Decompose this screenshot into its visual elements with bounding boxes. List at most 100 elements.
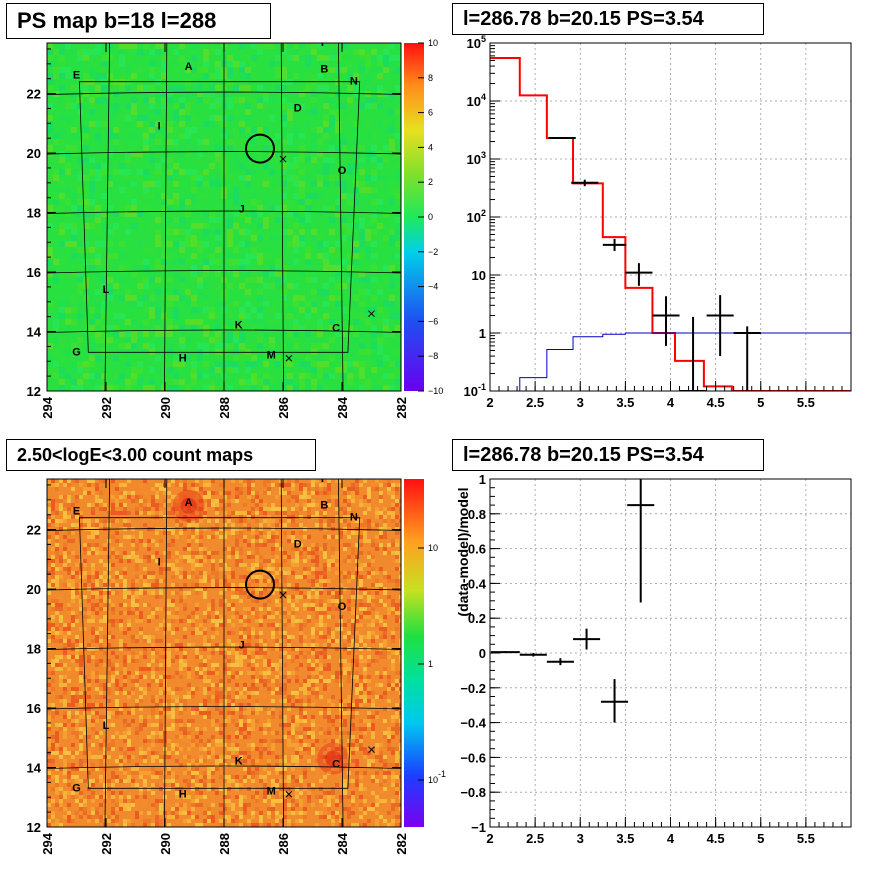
map-pixel	[343, 711, 347, 715]
map-pixel	[101, 151, 107, 157]
map-pixel	[329, 277, 335, 283]
map-pixel	[191, 307, 197, 313]
map-pixel	[243, 735, 247, 739]
map-pixel	[247, 711, 251, 715]
map-pixel	[125, 85, 131, 91]
map-pixel	[311, 699, 315, 703]
map-pixel	[263, 583, 267, 587]
map-pixel	[211, 567, 215, 571]
map-pixel	[329, 325, 335, 331]
map-pixel	[307, 507, 311, 511]
map-pixel	[307, 699, 311, 703]
map-pixel	[255, 563, 259, 567]
map-pixel	[251, 703, 255, 707]
map-pixel	[263, 379, 269, 385]
map-pixel	[47, 563, 51, 567]
map-pixel	[179, 555, 183, 559]
map-pixel	[143, 675, 147, 679]
map-pixel	[101, 61, 107, 67]
map-pixel	[359, 103, 365, 109]
map-pixel	[131, 691, 135, 695]
map-pixel	[347, 551, 351, 555]
map-pixel	[235, 587, 239, 591]
map-pixel	[67, 607, 71, 611]
map-pixel	[363, 695, 367, 699]
map-pixel	[239, 519, 243, 523]
map-pixel	[351, 503, 355, 507]
map-pixel	[125, 385, 131, 391]
map-pixel	[143, 145, 149, 151]
map-pixel	[185, 67, 191, 73]
map-pixel	[347, 635, 351, 639]
map-pixel	[323, 647, 327, 651]
map-pixel	[53, 49, 59, 55]
map-pixel	[175, 607, 179, 611]
map-pixel	[111, 551, 115, 555]
map-pixel	[167, 319, 173, 325]
map-pixel	[103, 687, 107, 691]
map-pixel	[239, 211, 245, 217]
map-pixel	[151, 707, 155, 711]
map-pixel	[87, 683, 91, 687]
map-pixel	[53, 229, 59, 235]
map-pixel	[399, 599, 401, 603]
map-pixel	[351, 519, 355, 523]
map-pixel	[387, 655, 391, 659]
map-pixel	[399, 483, 401, 487]
map-pixel	[245, 109, 251, 115]
map-pixel	[185, 151, 191, 157]
map-pixel	[227, 313, 233, 319]
map-pixel	[239, 587, 243, 591]
map-pixel	[275, 511, 279, 515]
map-pixel	[191, 265, 197, 271]
map-pixel	[315, 511, 319, 515]
map-pixel	[149, 247, 155, 253]
map-pixel	[245, 217, 251, 223]
map-pixel	[359, 175, 365, 181]
map-pixel	[71, 301, 77, 307]
map-pixel	[387, 527, 391, 531]
map-pixel	[71, 687, 75, 691]
map-pixel	[275, 691, 279, 695]
map-pixel	[95, 519, 99, 523]
map-pixel	[143, 583, 147, 587]
map-pixel	[395, 619, 399, 623]
map-pixel	[163, 539, 167, 543]
map-pixel	[303, 607, 307, 611]
map-pixel	[215, 579, 219, 583]
map-pixel	[255, 647, 259, 651]
map-pixel	[151, 519, 155, 523]
map-pixel	[323, 535, 327, 539]
map-pixel	[227, 635, 231, 639]
map-pixel	[323, 483, 327, 487]
map-pixel	[399, 699, 401, 703]
map-pixel	[155, 591, 159, 595]
map-pixel	[399, 671, 401, 675]
map-pixel	[155, 217, 161, 223]
map-pixel	[269, 307, 275, 313]
map-pixel	[199, 543, 203, 547]
map-pixel	[387, 575, 391, 579]
map-pixel	[251, 169, 257, 175]
map-pixel	[99, 639, 103, 643]
map-pixel	[155, 61, 161, 67]
map-pixel	[351, 611, 355, 615]
map-pixel	[291, 495, 295, 499]
y-tick-label: 20	[27, 146, 41, 161]
map-pixel	[305, 355, 311, 361]
map-pixel	[203, 503, 207, 507]
map-pixel	[159, 727, 163, 731]
map-pixel	[355, 675, 359, 679]
map-pixel	[63, 687, 67, 691]
map-pixel	[195, 647, 199, 651]
map-pixel	[259, 579, 263, 583]
map-pixel	[53, 157, 59, 163]
map-pixel	[163, 515, 167, 519]
map-pixel	[303, 667, 307, 671]
map-pixel	[101, 223, 107, 229]
map-pixel	[335, 271, 341, 277]
map-pixel	[175, 627, 179, 631]
map-pixel	[47, 479, 51, 483]
map-pixel	[89, 295, 95, 301]
map-pixel	[383, 531, 387, 535]
